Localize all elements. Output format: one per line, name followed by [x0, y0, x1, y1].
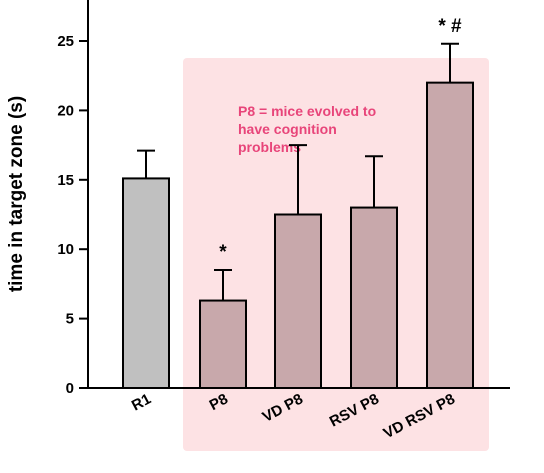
- significance-marker: * #: [438, 16, 462, 37]
- y-tick-label: 20: [57, 102, 74, 119]
- y-tick-label: 10: [57, 241, 74, 258]
- annotation-line-3: problems: [238, 139, 301, 155]
- bar: [122, 177, 170, 389]
- y-tick-label: 5: [66, 311, 74, 328]
- annotation-line-2: have cognition: [238, 121, 337, 137]
- y-axis-ticks: 0 5 10 15 20 25: [57, 33, 88, 397]
- bars: * * #: [122, 16, 474, 389]
- y-tick-label: 15: [57, 172, 74, 189]
- y-tick-label: 25: [57, 33, 74, 50]
- highlight-region: [183, 58, 489, 451]
- x-category-label: R1: [129, 391, 154, 415]
- bar: [199, 299, 247, 389]
- annotation-note: P8 = mice evolved to have cognition prob…: [238, 103, 376, 155]
- bar: [426, 81, 474, 389]
- significance-marker: *: [219, 242, 227, 263]
- y-axis-label: time in target zone (s): [6, 96, 27, 292]
- x-category-label: P8: [207, 391, 231, 415]
- bar: [350, 206, 398, 389]
- annotation-line-1: P8 = mice evolved to: [238, 103, 376, 119]
- y-tick-label: 0: [66, 380, 74, 397]
- bar: [274, 213, 322, 389]
